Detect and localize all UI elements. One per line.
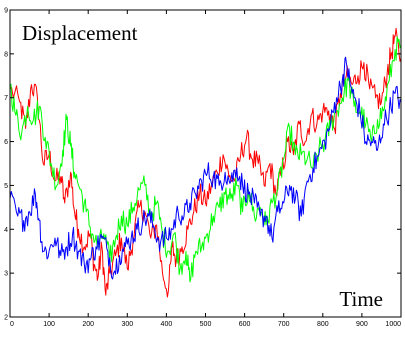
x-tick-label: 700 bbox=[278, 321, 290, 328]
y-tick-label: 3 bbox=[4, 271, 8, 278]
plot-background bbox=[10, 10, 401, 317]
x-tick-label: 600 bbox=[239, 321, 251, 328]
x-tick-label: 400 bbox=[161, 321, 173, 328]
y-tick-label: 7 bbox=[4, 95, 8, 102]
y-tick-label: 4 bbox=[4, 227, 8, 234]
x-tick-label: 1000 bbox=[385, 321, 401, 328]
y-tick-label: 9 bbox=[4, 8, 8, 15]
series-line-2 bbox=[9, 36, 402, 283]
x-tick-label: 300 bbox=[121, 321, 133, 328]
series-layer bbox=[9, 27, 402, 298]
x-tick-label: 0 bbox=[10, 321, 14, 328]
series-line-3 bbox=[9, 56, 402, 280]
top-left-label: Displacement bbox=[22, 21, 138, 45]
x-tick-label: 200 bbox=[82, 321, 94, 328]
y-tick-label: 8 bbox=[4, 51, 8, 58]
y-tick-label: 6 bbox=[4, 139, 8, 146]
y-tick-label: 5 bbox=[4, 183, 8, 190]
x-tick-label: 100 bbox=[43, 321, 55, 328]
y-axis-ticks: 2 3 4 5 6 7 8 9 bbox=[4, 8, 401, 322]
y-tick-label: 2 bbox=[4, 315, 8, 322]
x-tick-label: 500 bbox=[200, 321, 212, 328]
x-axis-ticks: 0 100 200 300 400 500 600 700 800 900 1000 bbox=[9, 10, 402, 328]
x-tick-label: 900 bbox=[356, 321, 368, 328]
x-tick-label: 800 bbox=[317, 321, 329, 328]
bottom-right-label: Time bbox=[339, 287, 383, 311]
